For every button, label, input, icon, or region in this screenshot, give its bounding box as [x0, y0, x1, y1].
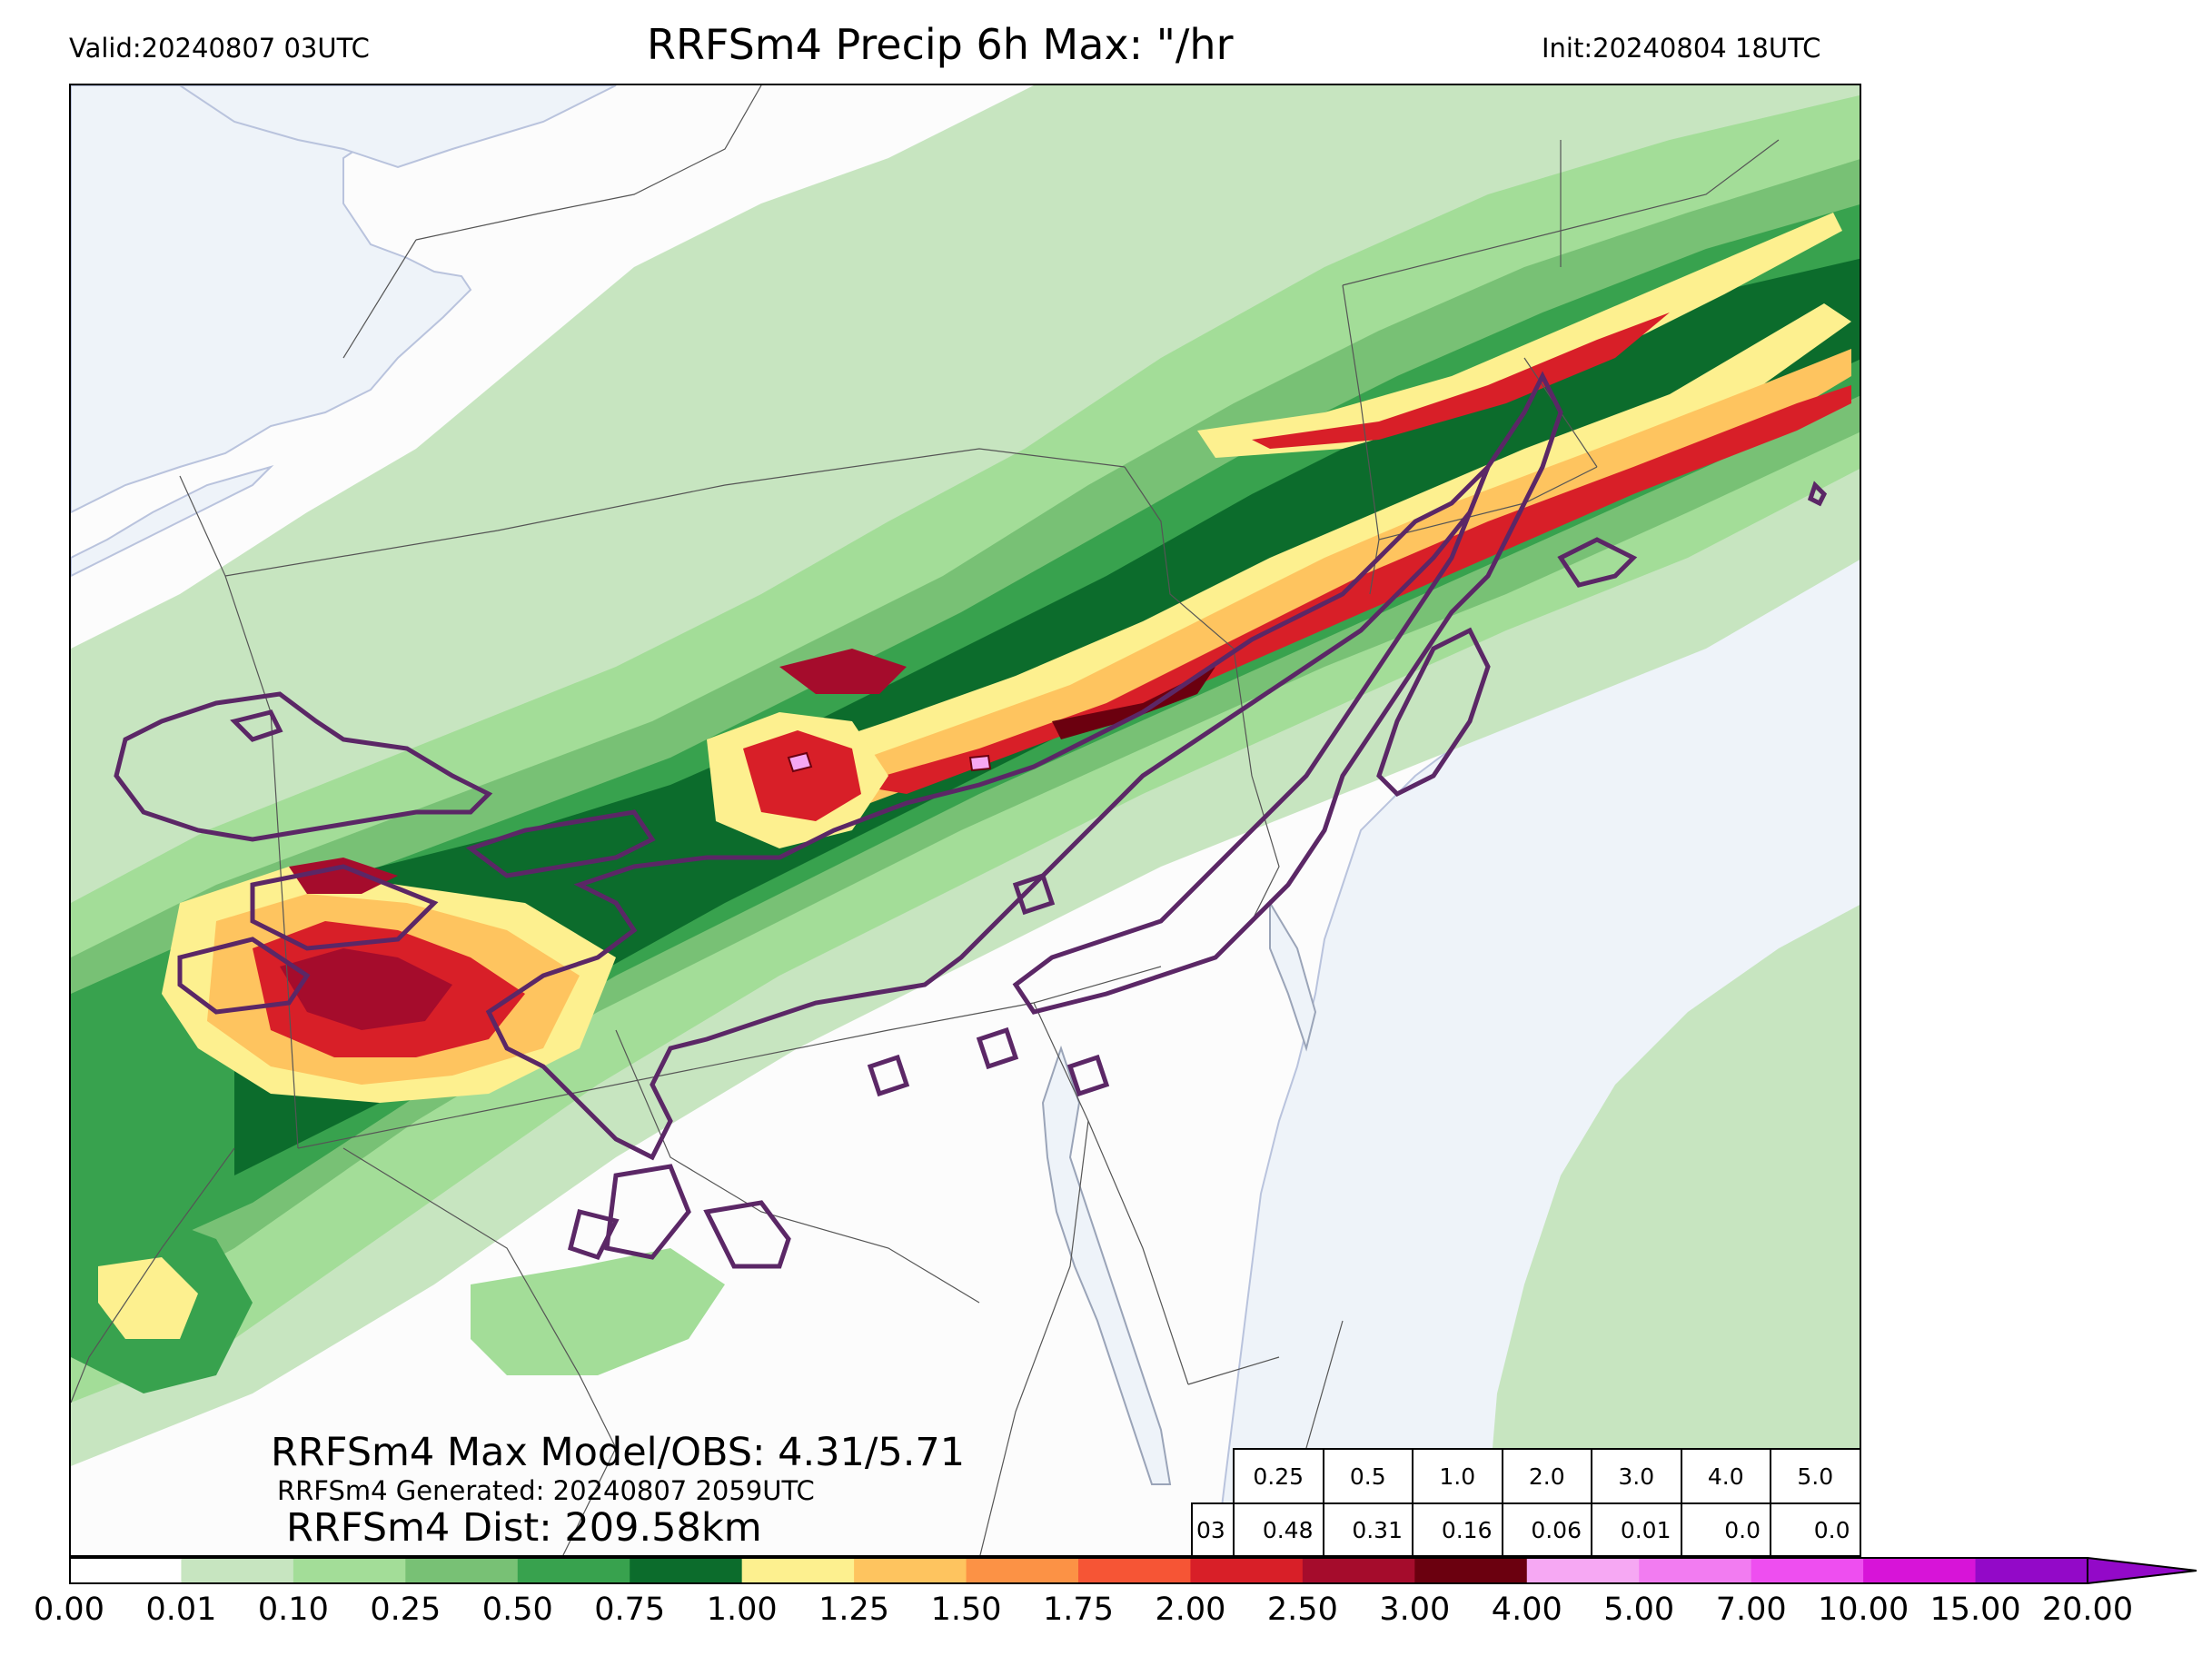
colorbar-tick-label: 15.00 [1929, 1592, 2021, 1628]
chesapeake-bay [1041, 1045, 1172, 1485]
colorbar-tick-label: 0.01 [145, 1592, 217, 1628]
precip-mid-red [743, 730, 861, 821]
colorbar-segment [1190, 1558, 1304, 1583]
stats-value-cell: 0.48 [1233, 1502, 1324, 1557]
stats-value-cell: 0.0 [1770, 1502, 1861, 1557]
colorbar-tick-label: 2.00 [1155, 1592, 1226, 1628]
colorbar-tick-label: 3.00 [1379, 1592, 1451, 1628]
precip-north-red [1252, 312, 1670, 449]
colorbar [69, 1557, 2197, 1584]
generated-label: RRFSm4 Generated: 20240807 2059UTC [277, 1475, 815, 1506]
distance-label: RRFSm4 Dist: 209.58km [286, 1505, 762, 1551]
stats-value-cell: 0.06 [1501, 1502, 1592, 1557]
colorbar-segment [1414, 1558, 1528, 1583]
colorbar-tick-label: 0.00 [34, 1592, 104, 1628]
precip-orange-core [816, 349, 1851, 803]
lake-north [178, 85, 617, 169]
threshold-header-cell: 2.0 [1501, 1448, 1592, 1504]
stats-value-cell: 0.01 [1591, 1502, 1682, 1557]
colorbar-segment [1302, 1558, 1415, 1583]
colorbar-segment [1975, 1558, 2088, 1583]
lake-erie [71, 464, 274, 578]
colorbar-segment [1526, 1558, 1640, 1583]
colorbar-segment [741, 1558, 855, 1583]
valid-time-label: Valid:20240807 03UTC [69, 33, 370, 64]
delaware-bay [1269, 899, 1317, 1052]
precip-red-core [852, 385, 1851, 794]
threshold-stats-table: 0.25 0.5 1.0 2.0 3.0 4.0 5.0 03 0.48 0.31 0.16 0.06… [1191, 1448, 1861, 1557]
colorbar-tick-label: 20.00 [2041, 1592, 2134, 1628]
stats-value-cell: 0.31 [1322, 1502, 1413, 1557]
threshold-header-cell: 4.0 [1680, 1448, 1771, 1504]
stats-value-cell: 0.0 [1680, 1502, 1771, 1557]
colorbar-tick-label: 0.25 [370, 1592, 441, 1628]
precip-maroon-core [1052, 667, 1215, 739]
colorbar-tick-label: 0.50 [481, 1592, 553, 1628]
precip-west-darkred-2 [289, 858, 398, 894]
colorbar-tick-label: 1.75 [1043, 1592, 1114, 1628]
threshold-header-cell: 5.0 [1770, 1448, 1861, 1504]
precip-south-blob [471, 1248, 725, 1375]
colorbar-segment [1863, 1558, 1977, 1583]
precip-mid-darkred [779, 649, 907, 694]
colorbar-segment [405, 1558, 519, 1583]
colorbar-tick-label: 2.50 [1266, 1592, 1338, 1628]
ocean-precip-light [1488, 905, 1860, 1555]
plot-title: RRFSm4 Precip 6h Max: "/hr [647, 20, 1234, 69]
init-time-label: Init:20240804 18UTC [1542, 33, 1821, 64]
colorbar-outline [69, 1557, 2088, 1584]
colorbar-tick-label: 5.00 [1603, 1592, 1675, 1628]
colorbar-tick-label: 10.00 [1818, 1592, 1909, 1628]
colorbar-segment [293, 1558, 406, 1583]
threshold-header-cell: 1.0 [1412, 1448, 1503, 1504]
colorbar-segment [966, 1558, 1079, 1583]
precip-pink-spot [787, 751, 813, 773]
colorbar-ticks: 0.00 0.01 0.10 0.25 0.50 0.75 1.00 1.25 1.50 1.75… [0, 1592, 2212, 1646]
threshold-header-cell: 3.0 [1591, 1448, 1682, 1504]
colorbar-segment [1751, 1558, 1864, 1583]
colorbar-tick-label: 1.50 [930, 1592, 1002, 1628]
colorbar-segment [630, 1558, 743, 1583]
threshold-header-cell: 0.5 [1322, 1448, 1413, 1504]
colorbar-segment [1639, 1558, 1752, 1583]
colorbar-segment [854, 1558, 967, 1583]
colorbar-segment [1078, 1558, 1191, 1583]
stats-value-cell: 0.16 [1412, 1502, 1503, 1557]
colorbar-segment [181, 1558, 294, 1583]
precip-map[interactable]: RRFSm4 Max Model/OBS: 4.31/5.71 RRFSm4 G… [69, 84, 1861, 1557]
colorbar-extend-arrow [2087, 1557, 2197, 1584]
colorbar-tick-label: 1.00 [706, 1592, 778, 1628]
precip-pink-spot-2 [968, 754, 992, 772]
precip-north-yellow [1197, 213, 1842, 458]
max-model-obs-label: RRFSm4 Max Model/OBS: 4.31/5.71 [271, 1430, 966, 1475]
colorbar-segment [517, 1558, 630, 1583]
colorbar-tick-label: 1.25 [818, 1592, 890, 1628]
map-canvas [71, 85, 1860, 1555]
colorbar-segment [69, 1558, 182, 1583]
observed-precip-contour [114, 371, 1828, 1269]
stats-row-label: 03 [1191, 1502, 1235, 1557]
colorbar-tick-label: 0.10 [257, 1592, 329, 1628]
precip-west-darkred [280, 948, 452, 1030]
colorbar-tick-label: 0.75 [594, 1592, 666, 1628]
colorbar-tick-label: 7.00 [1715, 1592, 1787, 1628]
threshold-header-cell: 0.25 [1233, 1448, 1324, 1504]
colorbar-tick-label: 4.00 [1491, 1592, 1562, 1628]
precip-south-yellow [98, 1257, 198, 1339]
